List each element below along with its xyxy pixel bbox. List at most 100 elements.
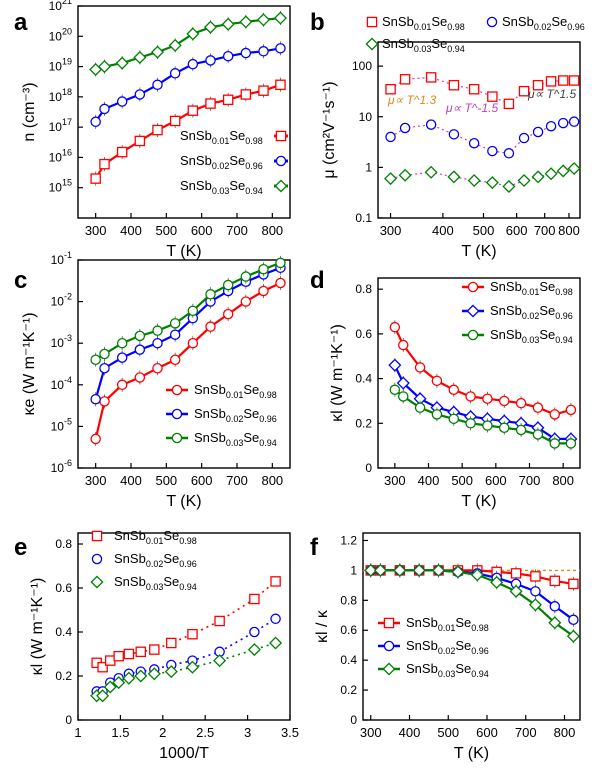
panel-f: f 300 400 500 600 700 800 0 0.2 0.4 0.6 0.8 1 1.2 T (K… [310, 532, 581, 762]
series-2 [385, 116, 580, 159]
legend-label: SnSb0.02Se0.96 [194, 406, 277, 424]
y-tick-label: 0 [365, 461, 372, 475]
y-tick-label: 1 [365, 160, 372, 174]
data-point [90, 393, 101, 405]
data-point [90, 116, 101, 128]
legend-marker [91, 530, 103, 542]
y-axis-label: n (cm⁻³) [21, 82, 38, 141]
panel-c: c 300 400 500 600 700 800 10-6 10-5 10-4 10-3 10-2 1… [14, 250, 291, 510]
legend-marker [366, 16, 378, 28]
series-1 [90, 275, 286, 446]
data-point [187, 628, 198, 640]
data-point [134, 669, 148, 683]
data-point [548, 616, 562, 630]
data-point [134, 344, 146, 355]
data-point [398, 168, 412, 182]
data-point [530, 586, 541, 597]
series-3 [364, 563, 580, 644]
y-tick-label: 0.8 [340, 593, 357, 607]
data-point [169, 354, 181, 366]
legend: SnSb0.01Se0.98 SnSb0.02Se0.96 SnSb0.03Se0.… [365, 14, 585, 54]
data-point [565, 404, 577, 416]
data-point [389, 384, 401, 396]
data-point [490, 575, 504, 589]
data-point [412, 563, 426, 577]
data-point [116, 337, 128, 349]
legend-marker [171, 384, 183, 396]
panel-label: c [14, 267, 27, 294]
data-point [498, 422, 510, 434]
panel-label: d [310, 267, 325, 294]
data-point [451, 565, 465, 579]
data-point [384, 172, 398, 186]
y-tick-label: 10-4 [51, 375, 72, 392]
data-point [186, 27, 200, 41]
y-axis-label: μ (cm²V⁻¹s⁻¹) [321, 81, 338, 178]
data-point [448, 413, 459, 425]
annotation: μ∝ T^1.3 [387, 93, 436, 107]
data-point [116, 146, 128, 158]
data-point [557, 117, 569, 129]
data-point [247, 643, 261, 657]
x-tick-label: 400 [120, 223, 142, 238]
series-3 [389, 382, 577, 451]
data-point [431, 409, 443, 420]
data-point [149, 644, 160, 655]
x-tick-label: 600 [191, 223, 213, 238]
x-tick-label: 2.5 [196, 725, 214, 740]
x-axis-label: T (K) [166, 243, 201, 260]
x-tick-label: 600 [476, 725, 498, 740]
x-tick-label: 500 [155, 223, 177, 238]
data-point [509, 584, 523, 598]
x-tick-label: 600 [485, 473, 507, 488]
legend-marker [467, 329, 479, 341]
data-point [239, 15, 253, 29]
y-tick-label: 10 [359, 110, 373, 124]
data-point [544, 167, 558, 181]
data-point [134, 372, 146, 383]
data-point [389, 321, 401, 333]
legend-label: SnSb0.01Se0.98 [490, 279, 573, 297]
x-tick-label: 300 [380, 223, 402, 238]
data-point [258, 263, 269, 275]
data-point [187, 58, 199, 70]
data-point [90, 433, 101, 445]
y-tick-label: 1 [350, 563, 357, 577]
data-point [515, 397, 527, 409]
data-point [249, 593, 260, 605]
data-point [152, 124, 163, 136]
data-point [150, 45, 165, 59]
data-point [240, 271, 252, 282]
x-axis-label: T (K) [461, 243, 496, 260]
data-point [532, 79, 544, 91]
y-tick-label: 0.4 [340, 653, 357, 667]
data-point [549, 575, 561, 587]
data-point [99, 103, 110, 115]
x-tick-label: 400 [432, 223, 454, 238]
x-tick-label: 2 [159, 725, 166, 740]
x-tick-label: 800 [552, 473, 574, 488]
legend-marker [383, 617, 395, 629]
data-point [518, 85, 530, 97]
data-point [532, 126, 544, 138]
data-point [152, 337, 163, 349]
data-point [399, 74, 411, 85]
x-tick-label: 300 [85, 223, 107, 238]
panel-label: a [14, 9, 28, 36]
x-tick-label: 400 [120, 473, 142, 488]
legend-marker [91, 553, 103, 565]
data-point [432, 563, 446, 577]
data-point [99, 348, 110, 360]
y-tick-label: 0.4 [355, 372, 372, 386]
legend-marker [486, 16, 498, 28]
x-tick-label: 800 [261, 473, 283, 488]
data-point [169, 318, 181, 329]
data-point [414, 362, 426, 373]
data-point [385, 83, 396, 95]
series-2 [90, 41, 286, 129]
data-point [424, 165, 438, 179]
data-point [123, 648, 135, 660]
data-point [168, 38, 182, 52]
panel-label: f [310, 534, 319, 561]
data-point [116, 352, 128, 363]
